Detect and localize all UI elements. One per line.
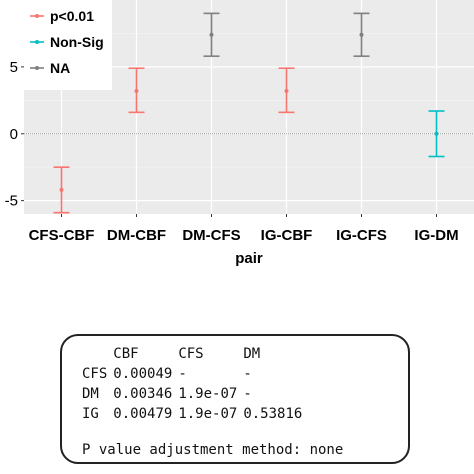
legend-item: p<0.01: [30, 8, 94, 24]
x-tick-label: CFS-CBF: [29, 227, 95, 244]
table-row: IG 0.00479 1.9e-07 0.53816: [82, 404, 308, 424]
error-bars: [53, 12, 445, 214]
x-tick-label: DM-CBF: [107, 227, 166, 244]
y-axis-ticks: -5 0 5: [5, 59, 24, 210]
estimate-point: [359, 32, 364, 37]
pvalue-table: CBF CFS DM CFS 0.00049 - - DM 0.00346 1.…: [82, 344, 308, 424]
table-header-cell: [82, 344, 113, 364]
legend-item: NA: [30, 60, 70, 76]
table-cell: 1.9e-07: [178, 386, 238, 402]
legend-label: NA: [50, 60, 70, 76]
table-header-cell: DM: [243, 346, 261, 362]
estimate-point: [134, 88, 139, 93]
table-cell: 0.00049: [113, 366, 173, 382]
y-tick-label: 5: [10, 59, 18, 76]
x-tick-label: IG-CBF: [261, 227, 313, 244]
table-header-row: CBF CFS DM: [82, 344, 308, 364]
error-bar-cfs-cbf: [53, 166, 70, 214]
error-bar-ig-dm: [428, 110, 445, 158]
y-tick-label: -5: [5, 193, 18, 210]
table-cell: IG: [82, 406, 99, 422]
table-cell: 0.00346: [113, 386, 173, 402]
table-header-cell: CBF: [113, 346, 139, 362]
table-cell: DM: [82, 386, 99, 402]
error-bar-dm-cbf: [128, 67, 145, 114]
table-header-cell: CFS: [178, 346, 204, 362]
table-cell: -: [243, 386, 252, 402]
table-cell: -: [178, 366, 187, 382]
legend-label: Non-Sig: [50, 34, 104, 50]
legend: p<0.01 Non-Sig NA: [24, 0, 112, 90]
estimate-point: [59, 187, 64, 192]
x-tick-label: IG-DM: [414, 227, 458, 244]
x-tick-label: DM-CFS: [182, 227, 240, 244]
table-cell: -: [243, 366, 252, 382]
legend-key-point: [35, 14, 39, 18]
x-tick-label: IG-CFS: [336, 227, 387, 244]
table-cell: CFS: [82, 366, 108, 382]
table-row: CFS 0.00049 - -: [82, 364, 308, 384]
legend-item: Non-Sig: [30, 34, 104, 50]
table-cell: 0.53816: [243, 406, 303, 422]
legend-label: p<0.01: [50, 8, 94, 24]
table-cell: 1.9e-07: [178, 406, 238, 422]
y-tick-label: 0: [10, 126, 18, 143]
error-bar-dm-cfs: [203, 12, 220, 57]
estimate-point: [434, 131, 439, 136]
table-row: DM 0.00346 1.9e-07 -: [82, 384, 308, 404]
pvalue-adjustment-note: P value adjustment method: none: [82, 442, 344, 458]
legend-key-point: [35, 66, 39, 70]
table-cell: 0.00479: [113, 406, 173, 422]
estimate-point: [284, 88, 289, 93]
x-axis-ticks: CFS-CBF DM-CBF DM-CFS IG-CBF IG-CFS IG-DM: [29, 214, 459, 244]
x-axis-title: pair: [235, 250, 263, 267]
estimate-point: [209, 32, 214, 37]
error-bar-ig-cbf: [278, 67, 295, 114]
error-bar-ig-cfs: [353, 12, 370, 57]
legend-key-point: [35, 40, 39, 44]
error-bar-chart: -5 0 5 CFS-CBF DM-CBF DM-CFS IG-CBF IG-CFS IG-D…: [5, 0, 474, 267]
pvalue-output-box: CBF CFS DM CFS 0.00049 - - DM 0.00346 1.…: [60, 334, 410, 464]
